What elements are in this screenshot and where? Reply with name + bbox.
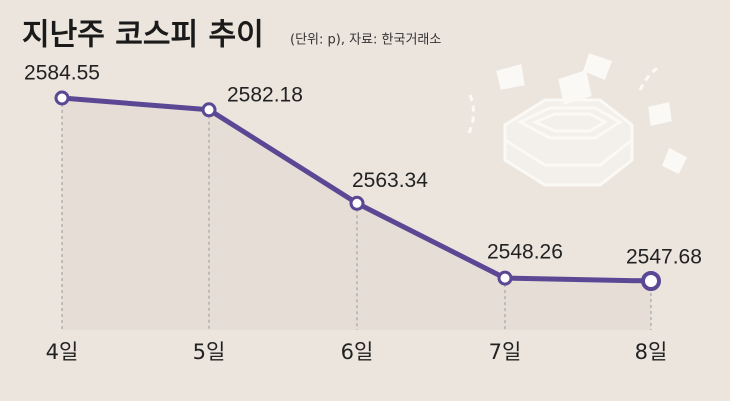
point — [349, 195, 365, 211]
point — [497, 270, 513, 286]
ballot-box-illustration — [466, 53, 687, 187]
plot-area: 2584.55 2582.18 2563.34 2548.26 2547.68 4일 5일 6… — [24, 62, 702, 364]
chart-subtitle: (단위: p), 자료: 한국거래소 — [290, 33, 441, 48]
x-tick-label: 7일 — [489, 340, 522, 364]
point — [54, 90, 70, 106]
value-label: 2582.18 — [227, 83, 303, 106]
point — [641, 271, 661, 291]
x-tick-label: 8일 — [635, 340, 668, 364]
point — [201, 102, 217, 118]
value-label: 2563.34 — [352, 169, 428, 192]
x-tick-label: 6일 — [341, 340, 374, 364]
chart-title: 지난주 코스피 추이 — [22, 18, 264, 53]
x-tick-label: 5일 — [193, 340, 226, 364]
value-label: 2547.68 — [626, 246, 702, 269]
value-label: 2548.26 — [487, 241, 563, 264]
value-label: 2584.55 — [24, 62, 100, 85]
x-tick-label: 4일 — [46, 340, 79, 364]
